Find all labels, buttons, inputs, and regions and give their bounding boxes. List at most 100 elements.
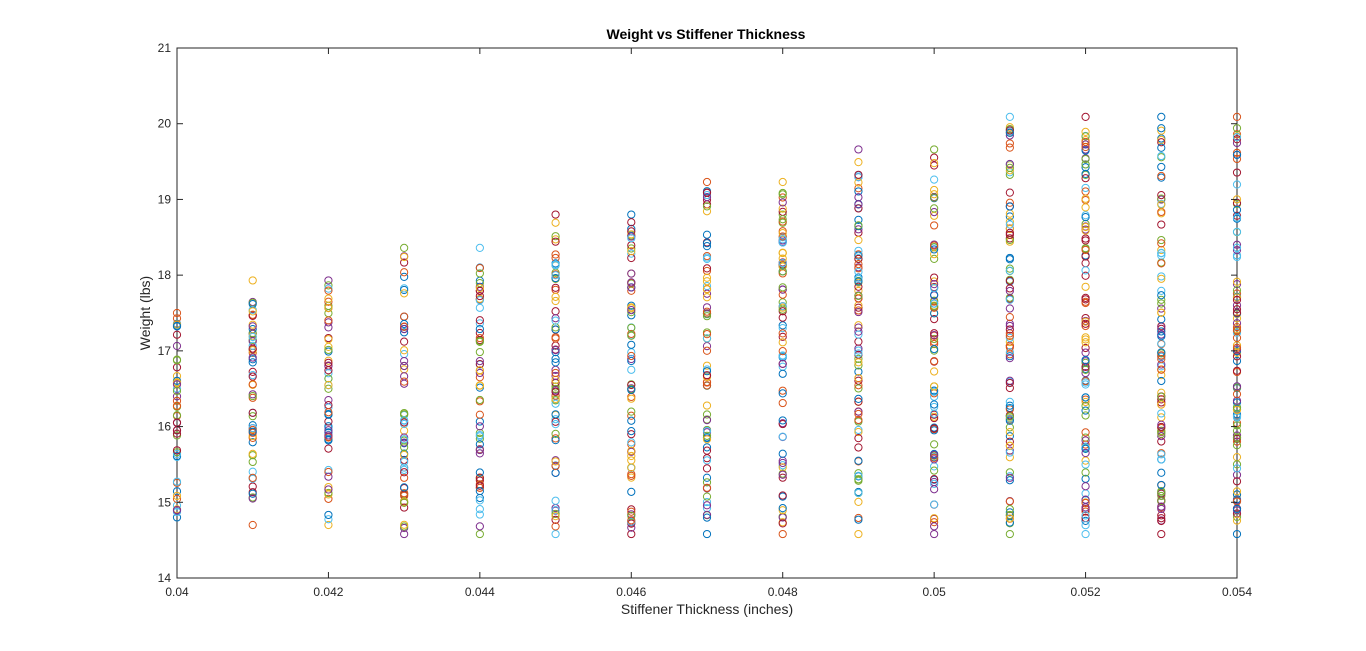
data-point [475, 522, 484, 531]
data-point [1081, 338, 1090, 347]
data-point [1157, 502, 1166, 511]
data-point [778, 506, 787, 515]
data-point [400, 346, 409, 355]
data-point [400, 252, 409, 262]
data-point [854, 349, 863, 358]
data-point [1232, 319, 1242, 328]
data-point [1081, 358, 1090, 367]
data-point [1005, 348, 1014, 357]
data-point [702, 253, 712, 262]
data-point [324, 335, 333, 344]
data-point [627, 308, 636, 317]
data-point [400, 438, 409, 447]
data-point [172, 429, 182, 438]
data-point [1157, 360, 1166, 369]
data-point [627, 354, 636, 364]
data-point [324, 369, 333, 378]
data-point [1157, 422, 1166, 432]
data-point [1081, 378, 1090, 387]
data-point [1157, 504, 1166, 514]
data-point [324, 510, 333, 520]
data-point [1232, 405, 1242, 415]
data-point [627, 323, 636, 332]
data-point [1081, 460, 1090, 469]
data-point [172, 308, 182, 318]
data-point [400, 328, 409, 337]
data-point [627, 426, 636, 436]
data-point [172, 378, 182, 387]
data-point [930, 413, 939, 423]
data-point [1005, 508, 1014, 517]
data-point [1232, 135, 1242, 144]
data-point [400, 272, 409, 281]
data-point [551, 334, 560, 343]
data-point [1157, 514, 1166, 523]
data-point [778, 389, 787, 398]
data-point [627, 407, 636, 416]
data-point [930, 475, 939, 484]
x-tick-label: 0.04 [165, 585, 189, 599]
data-point [627, 516, 636, 525]
data-point [778, 369, 787, 378]
data-point [1157, 355, 1166, 364]
data-point [400, 258, 409, 267]
data-point [1157, 200, 1166, 209]
data-point [627, 269, 636, 278]
data-point [475, 336, 484, 346]
data-point [627, 218, 636, 227]
data-point [1005, 188, 1014, 197]
data-point [248, 322, 257, 331]
data-point [930, 500, 939, 509]
data-point [172, 491, 182, 501]
data-point [1005, 304, 1014, 313]
data-point [172, 341, 182, 351]
data-point [1081, 468, 1090, 477]
data-point [627, 471, 636, 480]
data-point [1005, 416, 1014, 425]
data-point [172, 386, 182, 396]
data-point [854, 235, 863, 245]
data-point [930, 400, 939, 409]
data-point [854, 286, 863, 296]
data-point [1157, 304, 1166, 313]
data-point [1157, 138, 1166, 147]
data-point [1081, 368, 1090, 378]
data-point [1157, 332, 1166, 341]
data-point [854, 294, 863, 303]
data-point [1081, 511, 1090, 520]
data-point [854, 277, 863, 286]
data-point [1081, 521, 1090, 530]
data-point [1232, 333, 1242, 342]
data-point [475, 486, 484, 496]
data-point [702, 312, 712, 321]
data-point [400, 463, 409, 472]
data-point [400, 243, 409, 252]
data-point [1081, 194, 1090, 203]
data-point [778, 262, 787, 271]
data-point [1157, 491, 1166, 501]
data-point [475, 243, 484, 252]
data-point [702, 346, 712, 355]
data-point [854, 267, 863, 277]
data-point [324, 520, 333, 530]
data-point [400, 285, 409, 295]
data-point [400, 503, 409, 512]
data-point [1232, 295, 1242, 305]
data-point [475, 481, 484, 490]
data-point [778, 283, 787, 292]
data-point [854, 434, 863, 443]
data-point [475, 381, 484, 390]
data-point [1081, 401, 1090, 411]
data-point [930, 518, 939, 527]
data-point [1081, 355, 1090, 365]
data-point [475, 283, 484, 293]
data-point [930, 334, 939, 344]
data-point [1157, 426, 1166, 435]
data-point [778, 217, 787, 226]
data-point [778, 228, 787, 238]
x-axis-label: Stiffener Thickness (inches) [621, 601, 793, 617]
data-point [778, 313, 787, 322]
data-point [627, 529, 636, 539]
data-point [854, 358, 863, 367]
data-point [1157, 295, 1166, 304]
